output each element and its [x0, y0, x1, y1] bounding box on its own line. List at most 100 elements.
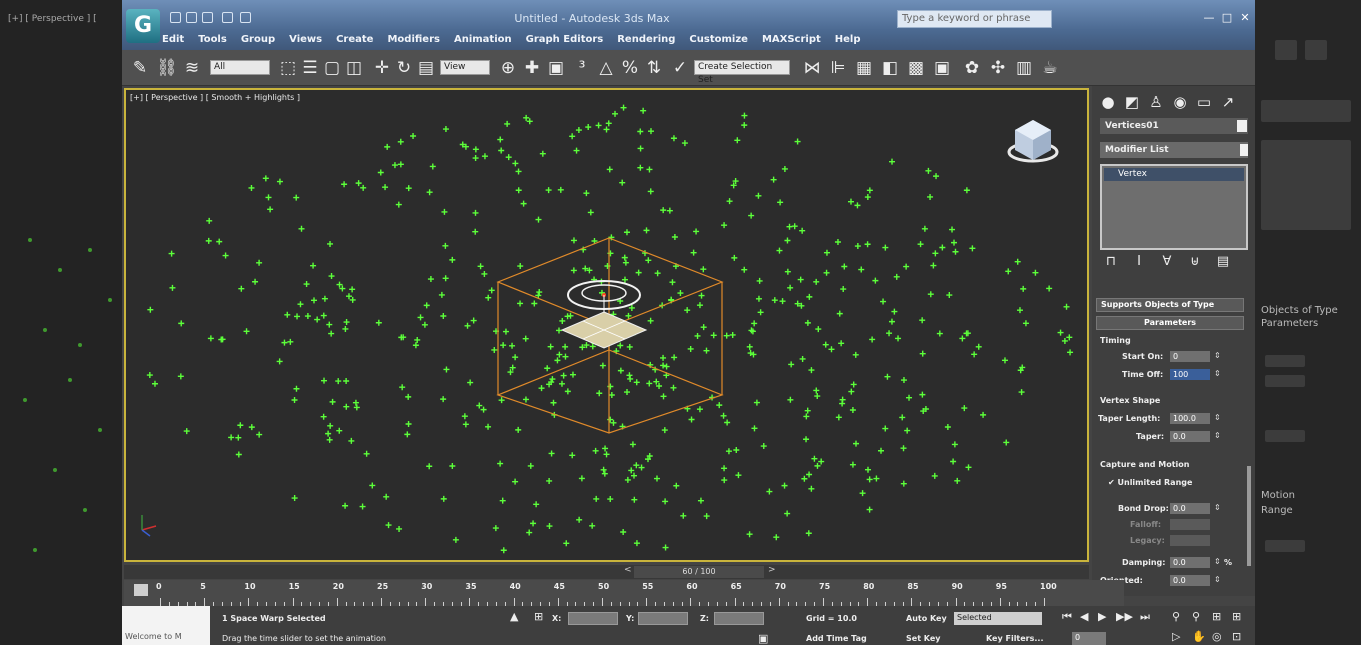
perspective-viewport[interactable]: [+] [ Perspective ] [ Smooth + Highlight… [124, 88, 1089, 562]
rollout-parameters[interactable]: Parameters [1096, 316, 1244, 330]
select-and-manipulate-icon[interactable]: ✚ [524, 58, 540, 78]
unlimited-range-checkbox[interactable]: ✔ Unlimited Range [1108, 478, 1193, 487]
minimize-button[interactable]: — [1203, 11, 1215, 24]
previous-key-icon[interactable]: ◀ [1080, 610, 1089, 623]
rendered-frame-icon[interactable]: ✣ [990, 58, 1006, 78]
add-time-tag-button[interactable]: Add Time Tag [806, 634, 867, 643]
layer-manager-icon[interactable]: ▦ [855, 58, 873, 78]
configure-sets-icon[interactable]: ▤ [1216, 254, 1230, 269]
menu-tools[interactable]: Tools [198, 34, 227, 45]
maxscript-listener[interactable]: Welcome to M [122, 606, 210, 645]
display-tab-icon[interactable]: ▭ [1196, 93, 1212, 111]
spinner-arrows-icon[interactable]: ⇕ [1214, 557, 1221, 566]
time-slider[interactable]: < 60 / 100 > [124, 565, 1089, 579]
orbit-icon[interactable]: ◎ [1212, 630, 1222, 643]
zoom-extents-icon[interactable]: ⊞ [1212, 610, 1222, 623]
lock-selection-icon[interactable]: ▲ [510, 610, 519, 623]
redo-icon[interactable] [240, 12, 251, 23]
selection-filter-dropdown[interactable]: All [210, 60, 270, 75]
curve-editor-icon[interactable]: ◧ [881, 58, 899, 78]
spinner-arrows-icon[interactable]: ⇕ [1214, 503, 1221, 512]
create-tab-icon[interactable]: ● [1101, 93, 1115, 111]
percent-snap-icon[interactable]: % [621, 58, 639, 78]
rectangular-selection-icon[interactable]: ▢ [323, 58, 341, 78]
align-icon[interactable]: ⊫ [830, 58, 846, 78]
bond-drop-spinner[interactable]: 0.0 [1170, 503, 1210, 514]
named-selection-dropdown[interactable]: Create Selection Set [694, 60, 790, 85]
modify-tab-icon[interactable]: ◩ [1124, 93, 1140, 111]
render-setup-icon[interactable]: ✿ [964, 58, 980, 78]
selected-set-dropdown[interactable]: Selected [954, 612, 1042, 625]
modifier-stack[interactable]: Vertex [1100, 164, 1248, 250]
new-icon[interactable] [170, 12, 181, 23]
zoom-icon[interactable]: ⚲ [1172, 610, 1181, 623]
maximize-button[interactable]: □ [1221, 11, 1233, 24]
menu-customize[interactable]: Customize [689, 34, 748, 45]
menu-views[interactable]: Views [289, 34, 323, 45]
space-warp-icon[interactable] [560, 280, 648, 349]
angle-snap-icon[interactable]: △ [599, 58, 613, 78]
mirror-icon[interactable]: ⋈ [803, 58, 821, 78]
edit-named-selection-icon[interactable]: ✓ [672, 58, 688, 78]
schematic-view-icon[interactable]: ▩ [907, 58, 925, 78]
previous-frame-icon[interactable]: < [624, 565, 632, 575]
next-frame-icon[interactable]: > [768, 565, 776, 575]
unlink-icon[interactable]: ⛓ [156, 58, 178, 78]
spinner-arrows-icon[interactable]: ⇕ [1214, 413, 1221, 422]
menu-animation[interactable]: Animation [453, 34, 512, 45]
field-of-view-icon[interactable]: ▷ [1172, 630, 1181, 643]
menu-maxscript[interactable]: MAXScript [761, 34, 821, 45]
pivot-center-icon[interactable]: ⊕ [500, 58, 516, 78]
menu-create[interactable]: Create [336, 34, 374, 45]
auto-key-button[interactable]: Auto Key [906, 614, 947, 623]
chevron-down-icon[interactable] [1240, 144, 1248, 156]
make-unique-icon[interactable]: ∀ [1162, 254, 1172, 269]
oriented-spinner[interactable]: 0.0 [1170, 575, 1210, 586]
snaps-toggle-icon[interactable]: ³ [578, 58, 586, 78]
save-icon[interactable] [202, 12, 213, 23]
window-crossing-icon[interactable]: ◫ [345, 58, 363, 78]
remove-modifier-icon[interactable]: ⊎ [1190, 254, 1200, 269]
go-to-end-icon[interactable]: ⏭ [1140, 610, 1150, 623]
menu-help[interactable]: Help [834, 34, 861, 45]
render-production-icon[interactable]: ▥ [1015, 58, 1033, 78]
command-panel-scrollbar[interactable] [1247, 466, 1251, 566]
falloff-spinner[interactable] [1170, 519, 1210, 530]
spinner-arrows-icon[interactable]: ⇕ [1214, 431, 1221, 440]
menu-rendering[interactable]: Rendering [617, 34, 676, 45]
legacy-spinner[interactable] [1170, 535, 1210, 546]
undo-icon[interactable] [222, 12, 233, 23]
track-bar[interactable]: 0 5 10 15 20 25 30 35 40 45 50 55 60 65 70 75 80 85 90 95 10… [124, 580, 1124, 606]
pin-stack-icon[interactable]: ⊓ [1105, 254, 1117, 269]
modifier-list-dropdown[interactable]: Modifier List [1100, 142, 1248, 158]
spinner-snap-icon[interactable]: ⇅ [646, 58, 662, 78]
x-coordinate-field[interactable] [568, 612, 618, 625]
bind-space-warp-icon[interactable]: ≋ [184, 58, 200, 78]
time-off-spinner[interactable]: 100 [1170, 369, 1210, 380]
select-and-link-icon[interactable]: ✎ [132, 58, 148, 78]
menu-graph-editors[interactable]: Graph Editors [525, 34, 604, 45]
open-icon[interactable] [186, 12, 197, 23]
set-key-button[interactable]: Set Key [906, 634, 941, 643]
start-on-spinner[interactable]: 0 [1170, 351, 1210, 362]
rollout-supports-objects[interactable]: Supports Objects of Type [1096, 298, 1244, 312]
show-end-result-icon[interactable]: I [1137, 254, 1141, 269]
damping-spinner[interactable]: 0.0 [1170, 557, 1210, 568]
select-by-name-icon[interactable]: ☰ [302, 58, 318, 78]
menu-modifiers[interactable]: Modifiers [387, 34, 440, 45]
time-slider-thumb[interactable]: 60 / 100 [634, 566, 764, 578]
keyboard-shortcut-icon[interactable]: ▣ [547, 58, 565, 78]
mini-curve-editor-icon[interactable] [134, 584, 148, 596]
next-key-icon[interactable]: ▶▶ [1116, 610, 1133, 623]
reference-coordinate-dropdown[interactable]: View [440, 60, 490, 75]
spinner-arrows-icon[interactable]: ⇕ [1214, 575, 1221, 584]
absolute-mode-icon[interactable]: ⊞ [534, 610, 544, 623]
spinner-arrows-icon[interactable]: ⇕ [1214, 369, 1221, 378]
motion-tab-icon[interactable]: ◉ [1173, 93, 1187, 111]
hierarchy-tab-icon[interactable]: ♙ [1149, 93, 1163, 111]
scale-icon[interactable]: ▤ [417, 58, 435, 78]
taper-spinner[interactable]: 0.0 [1170, 431, 1210, 442]
object-name-field[interactable]: Vertices01 [1100, 118, 1248, 134]
pan-view-icon[interactable]: ✋ [1192, 630, 1206, 643]
zoom-all-icon[interactable]: ⚲ [1192, 610, 1201, 623]
